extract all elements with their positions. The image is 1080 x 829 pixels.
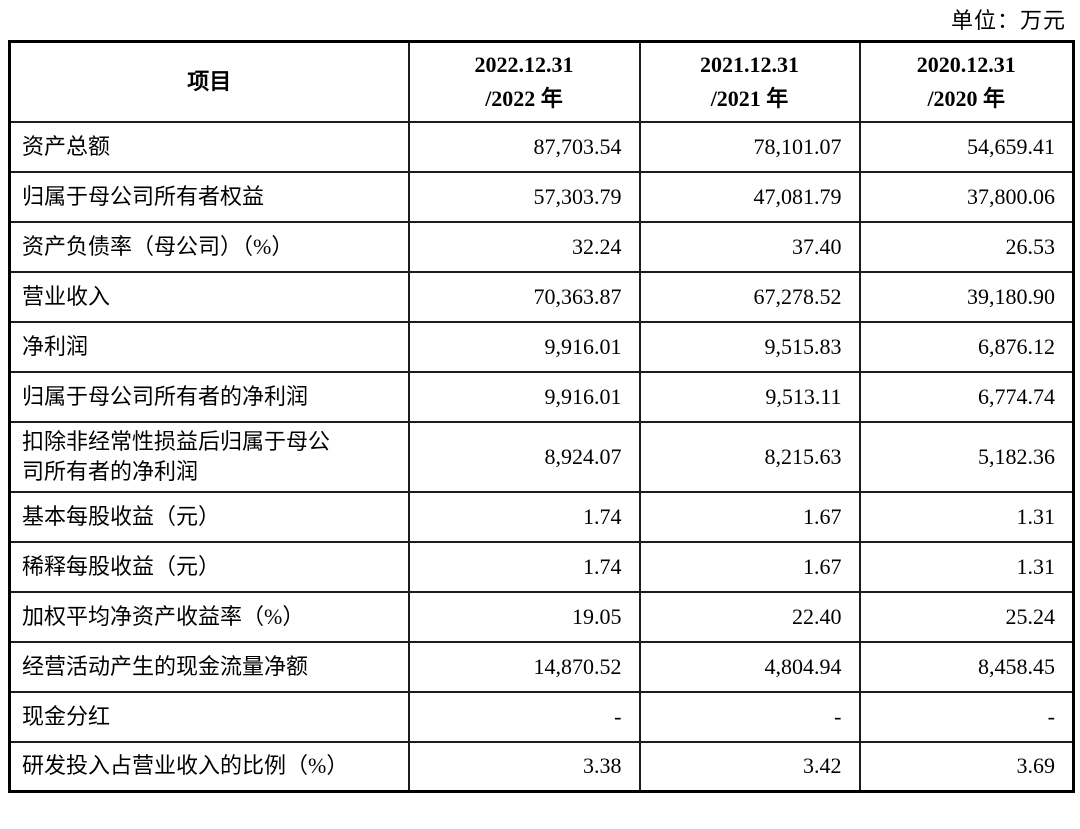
value-2020: 25.24 — [858, 590, 1075, 643]
header-period-2020-year: /2020 年 — [927, 85, 1006, 111]
header-row: 项目 2022.12.31 /2022 年 2021.12.31 /2021 年… — [8, 40, 1075, 123]
value-2022: 9,916.01 — [407, 370, 641, 423]
value-2021: 37.40 — [638, 220, 861, 273]
header-period-2022: 2022.12.31 /2022 年 — [407, 40, 641, 123]
value-2020: 5,182.36 — [858, 420, 1075, 493]
value-2020: 3.69 — [858, 740, 1075, 793]
value-2021: 9,513.11 — [638, 370, 861, 423]
header-period-2021: 2021.12.31 /2021 年 — [638, 40, 861, 123]
value-2020: 6,876.12 — [858, 320, 1075, 373]
row-label: 基本每股收益（元） — [8, 490, 410, 543]
table-row-deducted-net-profit: 扣除非经常性损益后归属于母公 司所有者的净利润 8,924.07 8,215.6… — [8, 420, 1075, 493]
value-2022: 57,303.79 — [407, 170, 641, 223]
value-2020: - — [858, 690, 1075, 743]
value-2022: 1.74 — [407, 540, 641, 593]
header-period-2021-date: 2021.12.31 — [700, 51, 799, 77]
value-2022: - — [407, 690, 641, 743]
table-row-total-assets: 资产总额 87,703.54 78,101.07 54,659.41 — [8, 120, 1075, 173]
value-2021: - — [638, 690, 861, 743]
table-header: 项目 2022.12.31 /2022 年 2021.12.31 /2021 年… — [8, 40, 1075, 123]
table-row-weighted-roe: 加权平均净资产收益率（%） 19.05 22.40 25.24 — [8, 590, 1075, 643]
value-2021: 1.67 — [638, 490, 861, 543]
value-2022: 9,916.01 — [407, 320, 641, 373]
row-label: 资产负债率（母公司）（%） — [8, 220, 410, 273]
row-label: 净利润 — [8, 320, 410, 373]
row-label: 归属于母公司所有者权益 — [8, 170, 410, 223]
value-2021: 4,804.94 — [638, 640, 861, 693]
value-2020: 6,774.74 — [858, 370, 1075, 423]
table-row-operating-cash-flow: 经营活动产生的现金流量净额 14,870.52 4,804.94 8,458.4… — [8, 640, 1075, 693]
header-period-2020: 2020.12.31 /2020 年 — [858, 40, 1075, 123]
table-row-rd-ratio: 研发投入占营业收入的比例（%） 3.38 3.42 3.69 — [8, 740, 1075, 793]
table-row-diluted-eps: 稀释每股收益（元） 1.74 1.67 1.31 — [8, 540, 1075, 593]
value-2020: 54,659.41 — [858, 120, 1075, 173]
value-2020: 37,800.06 — [858, 170, 1075, 223]
row-label: 归属于母公司所有者的净利润 — [8, 370, 410, 423]
header-period-2021-year: /2021 年 — [710, 85, 789, 111]
header-period-2022-year: /2022 年 — [485, 85, 563, 111]
header-period-2022-date: 2022.12.31 — [474, 51, 574, 77]
table-body: 资产总额 87,703.54 78,101.07 54,659.41 归属于母公… — [8, 120, 1075, 793]
table-row-debt-ratio: 资产负债率（母公司）（%） 32.24 37.40 26.53 — [8, 220, 1075, 273]
financial-summary-table: 项目 2022.12.31 /2022 年 2021.12.31 /2021 年… — [8, 40, 1075, 793]
row-label: 扣除非经常性损益后归属于母公 司所有者的净利润 — [8, 420, 410, 493]
value-2021: 9,515.83 — [638, 320, 861, 373]
value-2022: 14,870.52 — [407, 640, 641, 693]
table-row-net-profit: 净利润 9,916.01 9,515.83 6,876.12 — [8, 320, 1075, 373]
table-row-operating-revenue: 营业收入 70,363.87 67,278.52 39,180.90 — [8, 270, 1075, 323]
value-2021: 47,081.79 — [638, 170, 861, 223]
value-2022: 70,363.87 — [407, 270, 641, 323]
value-2022: 32.24 — [407, 220, 641, 273]
row-label: 资产总额 — [8, 120, 410, 173]
value-2020: 8,458.45 — [858, 640, 1075, 693]
value-2020: 1.31 — [858, 490, 1075, 543]
row-label: 稀释每股收益（元） — [8, 540, 410, 593]
value-2022: 3.38 — [407, 740, 641, 793]
value-2020: 39,180.90 — [858, 270, 1075, 323]
value-2020: 1.31 — [858, 540, 1075, 593]
row-label: 研发投入占营业收入的比例（%） — [8, 740, 410, 793]
row-label: 现金分红 — [8, 690, 410, 743]
header-period-2020-date: 2020.12.31 — [916, 51, 1016, 77]
value-2021: 1.67 — [638, 540, 861, 593]
table-row-parent-net-profit: 归属于母公司所有者的净利润 9,916.01 9,513.11 6,774.74 — [8, 370, 1075, 423]
value-2021: 22.40 — [638, 590, 861, 643]
value-2021: 67,278.52 — [638, 270, 861, 323]
row-label: 经营活动产生的现金流量净额 — [8, 640, 410, 693]
value-2021: 78,101.07 — [638, 120, 861, 173]
table-row-parent-equity: 归属于母公司所有者权益 57,303.79 47,081.79 37,800.0… — [8, 170, 1075, 223]
value-2021: 8,215.63 — [638, 420, 861, 493]
unit-label: 单位：万元 — [950, 8, 1066, 33]
value-2022: 1.74 — [407, 490, 641, 543]
table-row-cash-dividend: 现金分红 - - - — [8, 690, 1075, 743]
value-2021: 3.42 — [638, 740, 861, 793]
value-2022: 19.05 — [407, 590, 641, 643]
value-2022: 8,924.07 — [407, 420, 641, 493]
row-label: 加权平均净资产收益率（%） — [8, 590, 410, 643]
value-2022: 87,703.54 — [407, 120, 641, 173]
header-item: 项目 — [8, 40, 410, 123]
row-label: 营业收入 — [8, 270, 410, 323]
table-row-basic-eps: 基本每股收益（元） 1.74 1.67 1.31 — [8, 490, 1075, 543]
value-2020: 26.53 — [858, 220, 1075, 273]
